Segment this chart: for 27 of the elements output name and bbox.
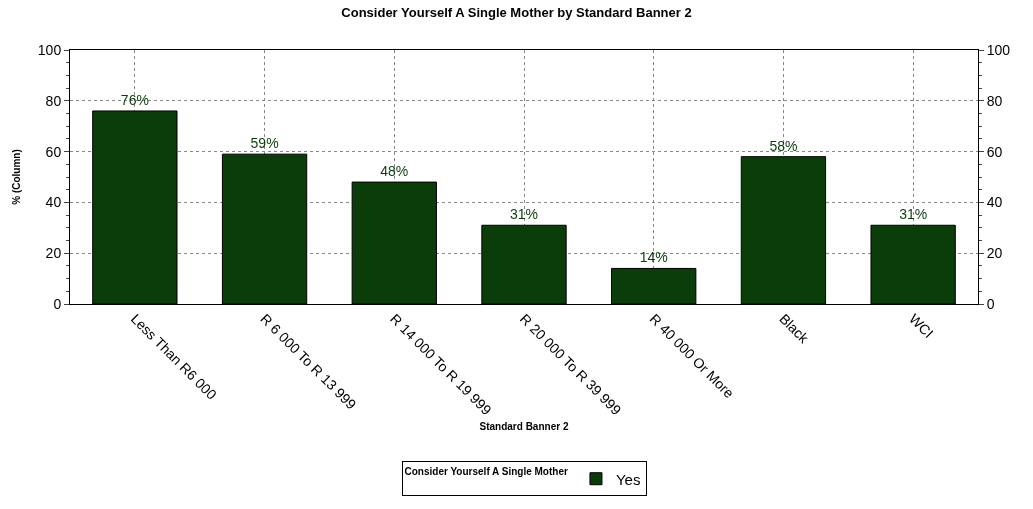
x-axis-title: Standard Banner 2 bbox=[479, 420, 569, 432]
data-label: 48% bbox=[380, 163, 409, 180]
data-label: 14% bbox=[639, 249, 668, 266]
y-tick-label: 40 bbox=[45, 194, 62, 211]
y-tick-label: 80 bbox=[45, 92, 62, 109]
data-label: 31% bbox=[899, 206, 928, 223]
x-tick-label: R 6 000 To R 13 999 bbox=[257, 310, 360, 413]
y2-tick-label: 60 bbox=[986, 143, 1003, 160]
y-tick-label: 60 bbox=[45, 143, 62, 160]
legend-label: Yes bbox=[615, 470, 641, 488]
chart-title: Consider Yourself A Single Mother by Standard Banner 2 bbox=[341, 4, 692, 20]
y-tick-label: 100 bbox=[37, 41, 62, 58]
y2-tick-label: 0 bbox=[986, 295, 995, 312]
y2-tick-label: 20 bbox=[986, 245, 1003, 262]
y-axis-title: % (Column) bbox=[10, 149, 22, 205]
y-tick-label: 20 bbox=[45, 245, 62, 262]
data-label: 58% bbox=[769, 137, 798, 154]
y-tick-label: 0 bbox=[53, 295, 62, 312]
x-tick-label: R 20 000 To R 39 999 bbox=[516, 310, 625, 419]
data-label: 76% bbox=[120, 91, 149, 108]
data-label: 59% bbox=[250, 135, 279, 152]
data-label: 31% bbox=[509, 206, 539, 223]
y2-tick-label: 100 bbox=[986, 41, 1011, 58]
y2-tick-label: 80 bbox=[986, 92, 1003, 109]
legend-title: Consider Yourself A Single Mother bbox=[404, 466, 568, 478]
x-tick-label: R 14 000 To R 19 999 bbox=[387, 310, 495, 419]
y2-tick-label: 40 bbox=[986, 194, 1003, 211]
